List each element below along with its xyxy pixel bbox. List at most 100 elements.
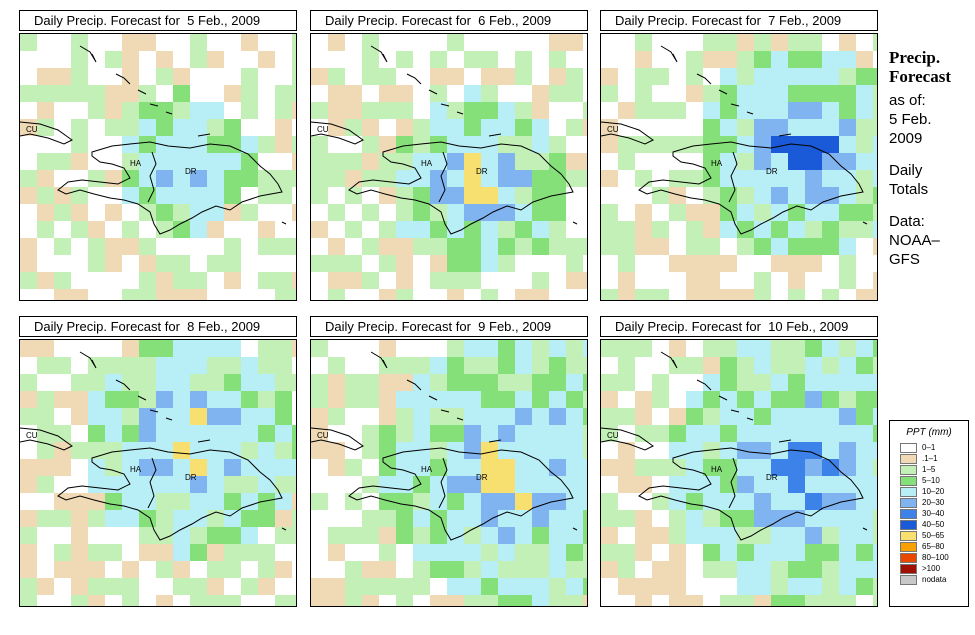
coastline (746, 417, 754, 421)
precip-cell (156, 476, 173, 493)
precip-cell (822, 68, 839, 85)
precip-cell (362, 459, 379, 476)
precip-cell (105, 561, 122, 578)
precip-cell (156, 510, 173, 527)
precip-cell (362, 204, 379, 221)
precip-cell (292, 340, 296, 357)
precip-cell (328, 255, 345, 272)
panel-title: Daily Precip. Forecast for 8 Feb., 2009 (19, 316, 297, 337)
precip-cell (566, 34, 583, 51)
precip-cell (754, 425, 771, 442)
precip-cell (839, 68, 856, 85)
info-totals-line1: Daily (889, 162, 923, 179)
precip-cell (532, 595, 549, 606)
precip-cell (720, 374, 737, 391)
precip-cell (686, 102, 703, 119)
precip-cell (686, 391, 703, 408)
precip-cell (71, 476, 88, 493)
precip-cell (686, 527, 703, 544)
precip-cell (498, 391, 515, 408)
precip-cell (430, 357, 447, 374)
precip-cell (275, 527, 292, 544)
precip-cell (703, 102, 720, 119)
precip-cell (566, 136, 583, 153)
precip-cell (37, 408, 54, 425)
precip-cell (413, 595, 430, 606)
precip-cell (311, 204, 328, 221)
precip-cell (652, 153, 669, 170)
precip-cell (139, 493, 156, 510)
precip-cell (873, 170, 877, 187)
precip-cell (532, 153, 549, 170)
precip-cell (413, 136, 430, 153)
precip-cell (481, 119, 498, 136)
precip-cell (105, 527, 122, 544)
precip-cell (566, 544, 583, 561)
precip-cell (88, 68, 105, 85)
precip-cell (481, 476, 498, 493)
precip-cell (464, 187, 481, 204)
precip-cell (549, 102, 566, 119)
precip-cell (396, 493, 413, 510)
precip-cell (379, 595, 396, 606)
precip-cell (241, 374, 258, 391)
precip-cell (241, 51, 258, 68)
coastline-overlay (20, 45, 287, 235)
precip-cell (156, 595, 173, 606)
precip-cell (498, 170, 515, 187)
precip-cell (635, 544, 652, 561)
precip-cell (635, 68, 652, 85)
precip-cell (618, 544, 635, 561)
precip-cell (71, 374, 88, 391)
precip-cell (275, 595, 292, 606)
legend-rows: 0–1.1–1 1–5 5–10 10–20 20–30 30–40 40–50 50–65 6… (890, 442, 968, 585)
precip-cell (856, 578, 873, 595)
precip-cell (379, 289, 396, 300)
precip-cell (720, 544, 737, 561)
precip-cell (788, 374, 805, 391)
precip-cell (601, 595, 618, 606)
precip-cell (54, 68, 71, 85)
precip-cell (532, 289, 549, 300)
precip-cell (275, 476, 292, 493)
precip-cell (839, 119, 856, 136)
precip-cell (88, 153, 105, 170)
precip-cell (601, 68, 618, 85)
precip-cell (37, 561, 54, 578)
legend-item: 65–80 (900, 541, 968, 552)
forecast-panel-feb-7: Daily Precip. Forecast for 7 Feb., 2009 … (600, 10, 878, 301)
precip-cell (20, 289, 37, 300)
precip-cell (532, 272, 549, 289)
precip-cell (122, 85, 139, 102)
precip-cell (396, 340, 413, 357)
precip-cell (207, 153, 224, 170)
precip-cell (447, 374, 464, 391)
precip-cell (379, 561, 396, 578)
label-dominican-republic: DR (185, 167, 197, 176)
precip-cell (275, 578, 292, 595)
precip-cell (311, 221, 328, 238)
precip-cell (88, 459, 105, 476)
precip-cell (515, 102, 532, 119)
precip-cell (822, 238, 839, 255)
precip-cell (139, 391, 156, 408)
precip-cell (754, 442, 771, 459)
precip-cell (618, 255, 635, 272)
precip-cell (498, 102, 515, 119)
precip-cell (190, 255, 207, 272)
precip-cell (54, 119, 71, 136)
precip-cell (532, 357, 549, 374)
precip-cell (20, 544, 37, 561)
precip-cell (839, 340, 856, 357)
precip-cell (173, 340, 190, 357)
precip-cell (396, 578, 413, 595)
precip-cell (601, 544, 618, 561)
precip-cell (139, 289, 156, 300)
precip-cell (720, 459, 737, 476)
precip-cell (652, 102, 669, 119)
precip-cell (447, 510, 464, 527)
precip-cell (447, 578, 464, 595)
precip-cell (190, 221, 207, 238)
precip-cell (549, 340, 566, 357)
precip-cell (566, 408, 583, 425)
